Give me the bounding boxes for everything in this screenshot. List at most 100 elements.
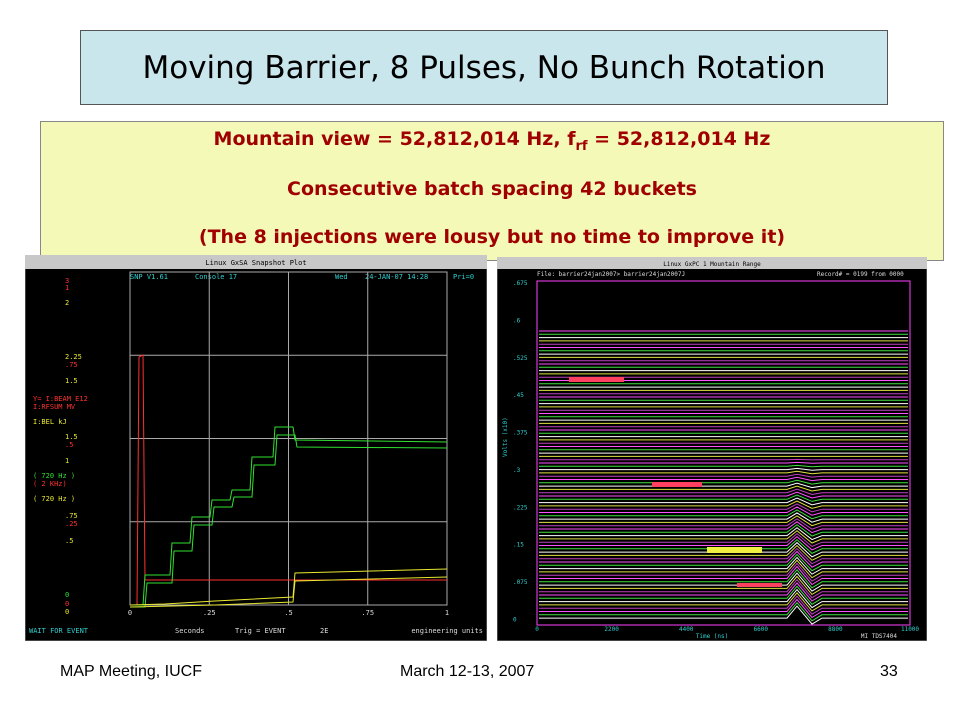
trace [539,503,908,513]
trace [539,485,908,492]
y-label: 0 [65,591,69,599]
y-label: .15 [513,542,524,549]
note-text: = 52,812,014 Hz [587,128,771,150]
note-line: Consecutive batch spacing 42 buckets [287,178,697,200]
y-label: 3 [65,277,69,285]
note-sub: rf [575,138,588,154]
x-label: 1 [445,609,449,617]
trace [539,550,908,568]
trace [129,568,448,606]
y-label: 0 [65,608,69,616]
header-text: Wed [335,273,348,281]
y-label: ( 2 KHz) [33,480,67,488]
trace [539,535,908,551]
right-screenshot: Linux GxPC 1 Mountain Range File: barrier… [497,257,927,641]
header-text: Record# = 0199 from 0000 [817,271,904,278]
trace [539,592,908,612]
note-line: (The 8 injections were lousy but no time… [198,226,786,248]
header-text: SNP V1.61 [130,273,168,281]
x-label: .75 [361,609,374,617]
x-label: .25 [203,609,216,617]
trace [130,426,448,606]
y-label: ( 720 Hz ) [33,495,75,503]
x-label: 8800 [828,626,843,633]
trace [539,569,908,589]
trace [539,575,908,596]
y-label: .5 [65,537,73,545]
note-line: Mountain view = 52,812,014 Hz, frf = 52,… [41,128,943,154]
trace [539,515,908,527]
highlight [569,377,624,382]
window-bar [25,255,487,269]
window-bar [497,257,927,269]
y-label: .5 [65,441,73,449]
y-label: .25 [65,520,78,528]
trace [539,491,908,499]
window-title: Linux GxSA Snapshot Plot [205,259,306,267]
trace [539,562,908,582]
y-label: .75 [65,512,78,520]
footer-center: March 12-13, 2007 [400,663,535,680]
trace [539,544,908,561]
trace [539,556,908,575]
x-title: Time (ns) [696,633,729,640]
trace [539,464,908,468]
highlight [737,583,782,587]
window-title: Linux GxPC 1 Mountain Range [663,261,761,268]
y-label: .525 [513,355,528,362]
trace [539,578,908,599]
trace [539,598,908,619]
trace [539,473,908,478]
trace [539,605,908,625]
trace [539,494,908,502]
x-label: 11000 [901,626,919,633]
x-label: 6600 [754,626,769,633]
y-label: I:RFSUM MV [33,403,76,411]
header-text: Console 17 [195,273,237,281]
trace [539,582,908,602]
trace [539,479,908,485]
trace [539,553,908,572]
trace [539,602,908,622]
left-screenshot: Linux GxSA Snapshot Plot SNP V1.61 Console… [25,255,487,641]
y-title: Volts (x10) [502,417,509,457]
trace [539,506,908,516]
y-label: .6 [513,317,521,324]
trace [539,476,908,482]
y-label: 0 [513,617,517,624]
trace [539,509,908,520]
x-label: 2200 [604,626,619,633]
y-label: Y= I:BEAM E12 [33,395,88,403]
y-label: 1 [65,284,69,292]
note-text: Mountain view = 52,812,014 Hz, f [213,128,576,150]
trace [539,518,908,530]
x-label: 0 [535,626,539,633]
screen-bg [497,257,927,641]
footer-text: engineering units [411,627,483,635]
y-label: 1 [65,457,69,465]
highlight [707,547,762,553]
trace [539,533,908,548]
trace [539,521,908,534]
trace [539,524,908,537]
x-label: .5 [284,609,292,617]
trace [539,547,908,565]
y-label: .075 [513,579,528,586]
footer-left: MAP Meeting, IUCF [60,663,202,680]
y-label: .675 [513,280,528,287]
y-label: .45 [513,392,524,399]
x-label: 0 [128,609,132,617]
trace [539,595,908,615]
header-text: File: barrier24jan2007> barrier24jan2007… [537,271,685,278]
trace [539,482,908,489]
trace [129,576,448,608]
trace [539,585,908,605]
plot-frame [536,280,911,626]
trace [539,500,908,509]
trace [539,527,908,541]
y-label: .375 [513,430,528,437]
trace [130,434,448,608]
trace [539,470,908,475]
title-box: Moving Barrier, 8 Pulses, No Bunch Rotat… [80,30,888,105]
